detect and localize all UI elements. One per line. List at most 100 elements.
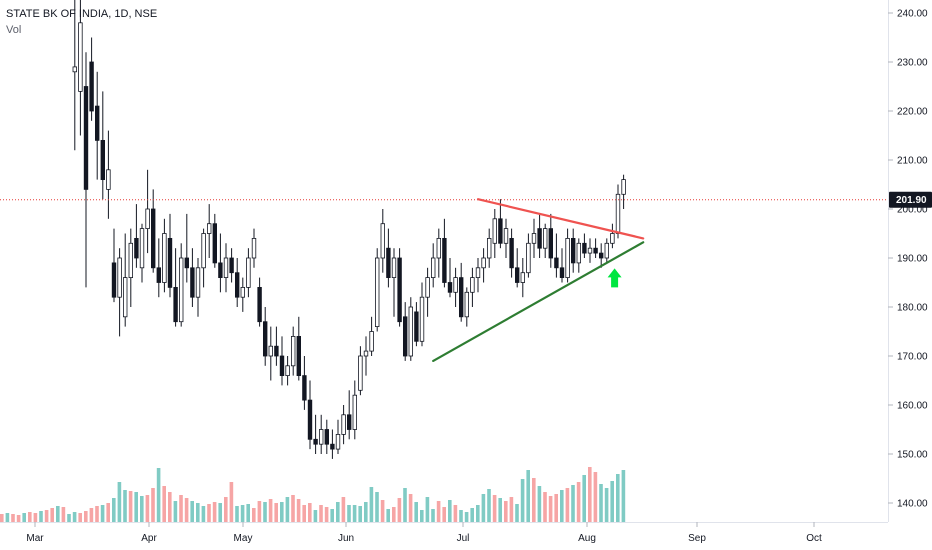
- volume-bar: [274, 503, 278, 522]
- volume-bar: [5, 513, 10, 522]
- candle-body: [543, 228, 548, 249]
- candle-body: [139, 228, 145, 269]
- candle-body: [559, 267, 565, 278]
- candle-body: [425, 277, 430, 298]
- candle: [537, 213, 542, 258]
- volume-bar: [358, 506, 362, 522]
- volume-bar: [319, 505, 323, 522]
- candle: [206, 204, 212, 258]
- candle: [184, 213, 189, 283]
- time-tick-label: Aug: [578, 533, 596, 544]
- candle-body: [531, 233, 537, 244]
- candle-body: [453, 277, 458, 293]
- candle: [128, 228, 133, 307]
- volume-bar: [134, 492, 138, 522]
- candle-body: [374, 257, 380, 327]
- price-axis[interactable]: 140.00 150.00 160.00 170.00 180.00 190.00 200.…: [888, 9, 928, 510]
- price-tick-label: 220.00: [897, 107, 928, 118]
- volume-bar: [0, 514, 4, 522]
- volume-bar: [459, 510, 463, 522]
- candle-body: [548, 228, 553, 259]
- candle: [503, 218, 509, 258]
- candle: [156, 238, 161, 298]
- candle-body: [554, 257, 559, 269]
- volume-bar: [487, 489, 491, 522]
- candle: [369, 316, 374, 356]
- candle: [587, 238, 593, 263]
- volume-bar: [526, 470, 530, 522]
- candle-body: [397, 257, 402, 323]
- candle: [173, 248, 178, 327]
- volume-bar: [252, 508, 256, 522]
- candle-body: [307, 399, 313, 440]
- candle: [302, 356, 307, 410]
- candle-body: [117, 257, 122, 298]
- volume-bar: [520, 479, 525, 522]
- support-trendline[interactable]: [432, 241, 645, 362]
- volume-bar: [224, 497, 228, 522]
- volume-bar: [84, 511, 88, 522]
- volume-bar: [11, 514, 15, 522]
- candle: [145, 169, 150, 254]
- candle: [599, 243, 604, 268]
- volume-bar: [22, 513, 26, 522]
- volume-bar: [364, 502, 368, 522]
- candle-body: [436, 237, 441, 259]
- candle-body: [447, 282, 453, 293]
- candle-body: [128, 242, 133, 279]
- volume-bar: [369, 487, 374, 522]
- candle: [330, 429, 335, 459]
- candle: [190, 248, 195, 307]
- candle: [486, 228, 492, 268]
- candle: [83, 52, 89, 288]
- candle: [100, 91, 105, 200]
- candle-body: [419, 296, 425, 342]
- candle: [571, 228, 576, 273]
- volume-bar: [56, 506, 60, 522]
- volume-bar: [296, 499, 301, 522]
- candles: [72, 0, 626, 459]
- volume-bar: [532, 478, 536, 522]
- candle: [565, 228, 570, 283]
- candle: [582, 233, 587, 258]
- candle: [307, 380, 313, 450]
- candle: [335, 419, 341, 454]
- candle: [268, 326, 273, 381]
- volume-bar: [386, 509, 390, 522]
- candle: [95, 71, 100, 180]
- candle: [201, 228, 206, 288]
- candle-body: [470, 277, 475, 293]
- candle: [515, 248, 520, 288]
- candle-body: [593, 247, 598, 254]
- candle-body: [565, 237, 570, 278]
- candle: [285, 356, 290, 386]
- candle-body: [251, 237, 257, 259]
- candle: [458, 262, 464, 322]
- time-tick-label: May: [234, 533, 253, 544]
- time-axis[interactable]: Mar Apr May Jun Jul Aug Sep Oct: [26, 522, 822, 544]
- candle: [593, 238, 598, 258]
- volume-bar: [151, 488, 155, 522]
- volume-bar: [492, 495, 497, 522]
- candle: [419, 282, 425, 347]
- candle: [363, 336, 369, 376]
- volume-bar: [257, 501, 262, 522]
- candle-body: [576, 242, 581, 264]
- candle-body: [481, 257, 486, 269]
- volume-bar: [481, 494, 486, 522]
- candle-body: [162, 233, 167, 283]
- candle-body: [262, 321, 268, 357]
- volume-bar: [190, 501, 194, 522]
- candle: [526, 233, 531, 278]
- volume-bar: [392, 507, 396, 522]
- resistance-trendline[interactable]: [476, 198, 645, 240]
- candle: [470, 267, 475, 307]
- candle: [554, 233, 559, 278]
- candle: [279, 336, 285, 386]
- volume-bar: [28, 512, 32, 522]
- volume-bar: [156, 468, 161, 522]
- time-tick-label: Jun: [338, 533, 354, 544]
- candle-body: [123, 277, 128, 318]
- candle: [318, 414, 324, 454]
